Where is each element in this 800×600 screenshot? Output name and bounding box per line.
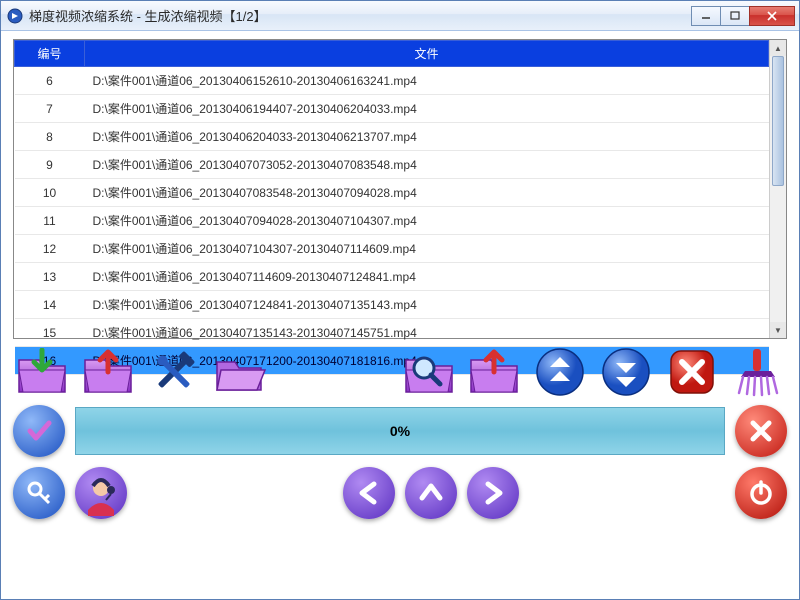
- table-row[interactable]: 11D:\案件001\通道06_20130407094028-201304071…: [15, 207, 769, 235]
- search-folder-button[interactable]: [400, 347, 458, 397]
- maximize-button[interactable]: [720, 6, 750, 26]
- cell-id: 10: [15, 179, 85, 207]
- cell-id: 15: [15, 319, 85, 347]
- progress-row: 0%: [13, 405, 787, 457]
- progress-bar: 0%: [75, 407, 725, 455]
- window-title: 梯度视频浓缩系统 - 生成浓缩视频【1/2】: [29, 6, 692, 25]
- table-row[interactable]: 15D:\案件001\通道06_20130407135143-201304071…: [15, 319, 769, 347]
- table-row[interactable]: 8D:\案件001\通道06_20130406204033-2013040621…: [15, 123, 769, 151]
- scroll-up-button[interactable]: ▲: [770, 40, 786, 56]
- cell-id: 13: [15, 263, 85, 291]
- table-row[interactable]: 12D:\案件001\通道06_20130407104307-201304071…: [15, 235, 769, 263]
- close-button[interactable]: [749, 6, 795, 26]
- table-row[interactable]: 13D:\案件001\通道06_20130407114609-201304071…: [15, 263, 769, 291]
- export-folder-2-button[interactable]: [466, 347, 524, 397]
- minimize-button[interactable]: [691, 6, 721, 26]
- scroll-track[interactable]: [770, 56, 786, 322]
- table-row[interactable]: 10D:\案件001\通道06_20130407083548-201304070…: [15, 179, 769, 207]
- open-folder-button[interactable]: [211, 347, 269, 397]
- cell-file: D:\案件001\通道06_20130406194407-20130406204…: [85, 95, 769, 123]
- app-window: 梯度视频浓缩系统 - 生成浓缩视频【1/2】 编号 文件 6D:\案件001\通…: [0, 0, 800, 600]
- cell-file: D:\案件001\通道06_20130407094028-20130407104…: [85, 207, 769, 235]
- nav-up-button[interactable]: [405, 467, 457, 519]
- clear-button[interactable]: [729, 347, 787, 397]
- table-row[interactable]: 7D:\案件001\通道06_20130406194407-2013040620…: [15, 95, 769, 123]
- table-header-row: 编号 文件: [15, 41, 769, 67]
- cell-file: D:\案件001\通道06_20130406204033-20130406213…: [85, 123, 769, 151]
- cell-id: 11: [15, 207, 85, 235]
- cancel-button[interactable]: [735, 405, 787, 457]
- app-icon: [7, 8, 23, 24]
- cell-id: 8: [15, 123, 85, 151]
- col-header-file[interactable]: 文件: [85, 41, 769, 67]
- table-row[interactable]: 6D:\案件001\通道06_20130406152610-2013040616…: [15, 67, 769, 95]
- toolbar: [13, 345, 787, 399]
- move-up-button[interactable]: [531, 347, 589, 397]
- progress-text: 0%: [390, 423, 410, 439]
- key-button[interactable]: [13, 467, 65, 519]
- cell-id: 9: [15, 151, 85, 179]
- vertical-scrollbar[interactable]: ▲ ▼: [769, 40, 786, 338]
- file-table-container: 编号 文件 6D:\案件001\通道06_20130406152610-2013…: [13, 39, 787, 339]
- cell-file: D:\案件001\通道06_20130407073052-20130407083…: [85, 151, 769, 179]
- col-header-id[interactable]: 编号: [15, 41, 85, 67]
- move-down-button[interactable]: [597, 347, 655, 397]
- nav-back-button[interactable]: [343, 467, 395, 519]
- export-folder-button[interactable]: [79, 347, 137, 397]
- support-button[interactable]: [75, 467, 127, 519]
- cell-id: 14: [15, 291, 85, 319]
- table-row[interactable]: 9D:\案件001\通道06_20130407073052-2013040708…: [15, 151, 769, 179]
- settings-button[interactable]: [145, 347, 203, 397]
- cell-id: 7: [15, 95, 85, 123]
- nav-forward-button[interactable]: [467, 467, 519, 519]
- cell-file: D:\案件001\通道06_20130407083548-20130407094…: [85, 179, 769, 207]
- cell-id: 6: [15, 67, 85, 95]
- titlebar[interactable]: 梯度视频浓缩系统 - 生成浓缩视频【1/2】: [1, 1, 799, 31]
- cell-file: D:\案件001\通道06_20130407114609-20130407124…: [85, 263, 769, 291]
- power-button[interactable]: [735, 467, 787, 519]
- cell-file: D:\案件001\通道06_20130407124841-20130407135…: [85, 291, 769, 319]
- scroll-thumb[interactable]: [772, 56, 784, 186]
- delete-button[interactable]: [663, 347, 721, 397]
- cell-file: D:\案件001\通道06_20130407104307-20130407114…: [85, 235, 769, 263]
- scroll-down-button[interactable]: ▼: [770, 322, 786, 338]
- confirm-button[interactable]: [13, 405, 65, 457]
- cell-id: 12: [15, 235, 85, 263]
- bottom-toolbar: [13, 463, 787, 523]
- cell-file: D:\案件001\通道06_20130406152610-20130406163…: [85, 67, 769, 95]
- file-table: 编号 文件 6D:\案件001\通道06_20130406152610-2013…: [14, 40, 769, 375]
- import-folder-button[interactable]: [13, 347, 71, 397]
- cell-file: D:\案件001\通道06_20130407135143-20130407145…: [85, 319, 769, 347]
- client-area: 编号 文件 6D:\案件001\通道06_20130406152610-2013…: [1, 31, 799, 599]
- table-row[interactable]: 14D:\案件001\通道06_20130407124841-201304071…: [15, 291, 769, 319]
